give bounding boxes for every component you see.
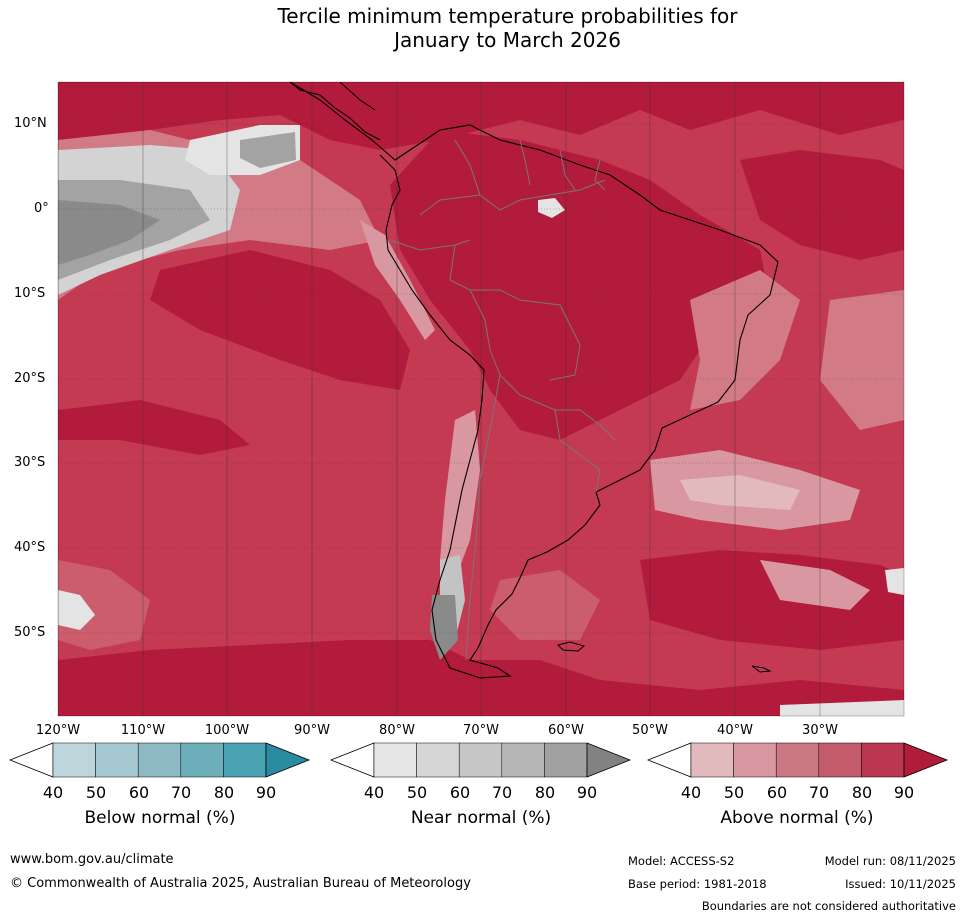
below-bin-60 — [137, 742, 182, 778]
above-normal-title: Above normal (%) — [720, 808, 874, 828]
country-borders — [389, 139, 616, 661]
above-bin-80 — [861, 742, 905, 778]
title-line-2: January to March 2026 — [394, 28, 621, 52]
near-tick-50: 50 — [406, 783, 428, 802]
near-normal-title: Near normal (%) — [410, 808, 552, 828]
chart-title: Tercile minimum temperature probabilitie… — [0, 4, 965, 52]
field-near-40-south-atlantic — [885, 568, 904, 595]
model-name: Model: ACCESS-S2 — [628, 854, 735, 868]
above-tick-40: 40 — [680, 783, 702, 802]
below-tick-60: 60 — [128, 783, 150, 802]
field-near-90-east-pacific — [58, 200, 160, 265]
issued-date: Issued: 10/11/2025 — [845, 877, 956, 891]
near-tick-80: 80 — [534, 783, 556, 802]
lat-label-10n: 10°N — [14, 116, 47, 131]
graticule — [58, 82, 904, 716]
field-above-50-south-atlantic-2 — [760, 560, 870, 610]
lon-label-60w: 60°W — [548, 723, 584, 738]
field-near-40-southwest-pacific — [58, 590, 95, 630]
field-near-80-panama — [240, 132, 296, 168]
lat-label-20s: 20°S — [14, 371, 46, 386]
lon-label-100w: 100°W — [204, 723, 250, 738]
above-tick-50: 50 — [723, 783, 745, 802]
falkland-islands — [557, 641, 586, 652]
below-bin-80 — [223, 742, 267, 778]
colorbar-above-normal — [646, 742, 949, 778]
colorbar-near-normal — [329, 742, 632, 778]
lat-label-30s: 30°S — [14, 455, 46, 470]
above-bin-50 — [733, 742, 777, 778]
field-above-60-brazil-coast — [690, 270, 800, 410]
below-extend-high — [265, 742, 311, 778]
coastline-central-america — [289, 82, 381, 141]
above-tick-60: 60 — [766, 783, 788, 802]
lon-label-90w: 90°W — [294, 723, 330, 738]
website-link[interactable]: www.bom.gov.au/climate — [10, 852, 174, 867]
above-tick-70: 70 — [808, 783, 830, 802]
near-bin-50 — [416, 742, 460, 778]
field-near-40-amazon — [538, 198, 565, 218]
near-bin-40 — [373, 742, 417, 778]
below-bin-40 — [52, 742, 96, 778]
lon-label-110w: 110°W — [120, 723, 166, 738]
above-bin-70 — [818, 742, 862, 778]
lat-label-0: 0° — [34, 201, 49, 216]
coastline-south-america — [289, 82, 779, 679]
colorbar-below-normal — [8, 742, 311, 778]
field-near-80-patagonia — [430, 595, 458, 660]
field-near-40-bottom — [780, 700, 904, 716]
above-tick-80: 80 — [851, 783, 873, 802]
base-period: Base period: 1981-2018 — [628, 877, 767, 891]
below-bin-50 — [95, 742, 139, 778]
model-run: Model run: 08/11/2025 — [824, 854, 956, 868]
below-bin-70 — [180, 742, 224, 778]
above-extend-low — [646, 742, 692, 778]
above-bin-60 — [775, 742, 820, 778]
above-tick-90: 90 — [893, 783, 915, 802]
lon-label-30w: 30°W — [802, 723, 838, 738]
copyright-text: © Commonwealth of Australia 2025, Austra… — [10, 876, 471, 891]
field-above-60-patagonia — [490, 570, 600, 640]
map-area — [58, 82, 904, 716]
field-above-50-andes — [360, 220, 435, 340]
lon-label-120w: 120°W — [35, 723, 81, 738]
lon-label-80w: 80°W — [379, 723, 415, 738]
lon-label-40w: 40°W — [717, 723, 753, 738]
below-tick-70: 70 — [170, 783, 192, 802]
field-above-90-pacific — [150, 250, 410, 390]
near-bin-70 — [501, 742, 545, 778]
lat-label-10s: 10°S — [14, 286, 46, 301]
near-tick-70: 70 — [491, 783, 513, 802]
below-tick-40: 40 — [42, 783, 64, 802]
near-tick-60: 60 — [449, 783, 471, 802]
lat-label-40s: 40°S — [14, 540, 46, 555]
near-bin-60 — [458, 742, 503, 778]
near-extend-high — [586, 742, 632, 778]
title-line-1: Tercile minimum temperature probabilitie… — [277, 4, 738, 28]
lon-label-70w: 70°W — [463, 723, 499, 738]
below-extend-low — [8, 742, 54, 778]
field-above-90-atlantic-east — [740, 150, 904, 260]
boundary-disclaimer: Boundaries are not considered authoritat… — [701, 899, 956, 913]
near-tick-90: 90 — [576, 783, 598, 802]
near-bin-80 — [544, 742, 588, 778]
map-frame — [57, 81, 905, 717]
above-extend-high — [903, 742, 949, 778]
below-tick-80: 80 — [213, 783, 235, 802]
field-above-50-andes-south — [440, 410, 480, 580]
below-normal-title: Below normal (%) — [84, 808, 236, 828]
near-extend-low — [329, 742, 375, 778]
field-above-90-continent — [390, 130, 770, 440]
lon-label-50w: 50°W — [632, 723, 668, 738]
south-georgia — [751, 665, 772, 673]
below-tick-90: 90 — [255, 783, 277, 802]
above-bin-40 — [690, 742, 734, 778]
lat-label-50s: 50°S — [14, 625, 46, 640]
near-tick-40: 40 — [363, 783, 385, 802]
field-above-40-south-atlantic — [680, 475, 800, 510]
field-above-60-east-atlantic — [820, 290, 904, 430]
field-above-90-south-pacific — [58, 400, 250, 455]
below-tick-50: 50 — [85, 783, 107, 802]
